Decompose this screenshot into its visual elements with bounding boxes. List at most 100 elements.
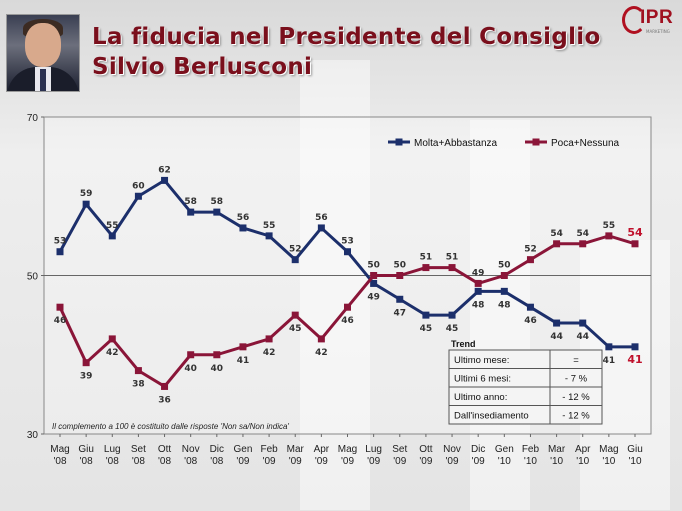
x-tick-label-year: '08	[132, 456, 145, 467]
legend-marker	[532, 138, 540, 146]
trend-row-label: Ultimo anno:	[454, 392, 507, 403]
x-tick-label-month: Mar	[287, 444, 305, 455]
complement-note: Il complemento a 100 è costituito dalle …	[52, 422, 289, 431]
data-point	[553, 240, 561, 248]
data-point	[500, 287, 508, 295]
data-point	[605, 343, 613, 351]
data-point	[631, 240, 639, 248]
y-tick-label: 50	[27, 272, 39, 283]
data-point	[448, 264, 456, 272]
data-point	[265, 232, 273, 240]
x-tick-label-month: Giu	[78, 444, 94, 455]
slide-header: La fiducia nel Presidente del Consiglio …	[0, 0, 682, 100]
data-point	[396, 295, 404, 303]
x-tick-label-year: '09	[472, 456, 485, 467]
data-label: 41	[627, 353, 642, 366]
data-label: 54	[627, 226, 643, 239]
data-label: 42	[106, 348, 119, 358]
x-tick-label-year: '09	[236, 456, 249, 467]
trend-row-value: - 12 %	[562, 411, 590, 422]
data-label: 48	[472, 300, 485, 310]
data-label: 36	[158, 395, 171, 405]
data-label: 60	[132, 181, 145, 191]
legend-label: Molta+Abbastanza	[414, 138, 498, 149]
background-decoration	[300, 60, 370, 510]
data-point	[344, 248, 351, 256]
x-tick-label-month: Mar	[548, 444, 566, 455]
background-decoration	[470, 120, 530, 510]
ipr-logo: IPR MARKETING	[620, 4, 680, 36]
data-point	[187, 351, 195, 359]
x-tick-label-month: Mag	[338, 444, 357, 455]
x-tick-label-month: Mag	[599, 444, 618, 455]
data-point	[291, 256, 299, 264]
data-label: 55	[106, 221, 119, 231]
x-tick-label-month: Lug	[365, 444, 382, 455]
data-point	[239, 343, 247, 351]
data-label: 47	[394, 308, 407, 318]
x-tick-label-month: Set	[131, 444, 146, 455]
trend-title: Trend	[451, 339, 476, 349]
x-tick-label-month: Gen	[495, 444, 514, 455]
x-tick-label-month: Ott	[158, 444, 172, 455]
data-label: 49	[472, 268, 485, 278]
title-line-2: Silvio Berlusconi	[92, 54, 313, 80]
data-label: 53	[341, 237, 354, 247]
y-tick-label: 70	[27, 113, 39, 124]
data-label: 51	[446, 253, 459, 263]
data-point	[82, 359, 90, 367]
data-label: 38	[132, 380, 145, 390]
x-tick-label-year: '09	[446, 456, 459, 467]
data-label: 45	[446, 324, 459, 334]
data-label: 40	[184, 364, 197, 374]
data-point	[448, 311, 456, 319]
trend-row-label: Ultimo mese:	[454, 355, 509, 366]
data-point	[526, 256, 534, 264]
data-point	[108, 232, 116, 240]
data-label: 44	[576, 332, 589, 342]
data-label: 46	[54, 316, 67, 326]
legend-marker	[395, 138, 403, 146]
data-point	[108, 335, 116, 343]
x-tick-label-month: Gen	[234, 444, 253, 455]
trend-row-value: - 7 %	[565, 374, 588, 385]
trend-row-label: Dall'insediamento	[454, 411, 529, 422]
data-label: 58	[184, 197, 197, 207]
data-point	[317, 224, 325, 232]
data-point	[187, 208, 195, 216]
x-tick-label-month: Nov	[182, 444, 200, 455]
data-label: 45	[420, 324, 433, 334]
data-point	[56, 248, 64, 256]
x-tick-label-year: '09	[263, 456, 276, 467]
data-point	[370, 279, 378, 287]
data-label: 59	[80, 189, 93, 199]
x-tick-label-year: '10	[498, 456, 511, 467]
data-point	[213, 208, 221, 216]
portrait-photo	[6, 14, 80, 92]
data-point	[474, 279, 482, 287]
data-label: 41	[603, 356, 616, 366]
x-tick-label-month: Set	[392, 444, 407, 455]
page-title: La fiducia nel Presidente del Consiglio …	[92, 22, 601, 82]
data-point	[82, 200, 90, 208]
data-point	[161, 382, 169, 390]
data-label: 50	[498, 261, 511, 271]
x-tick-label-year: '09	[367, 456, 380, 467]
title-line-1: La fiducia nel Presidente del Consiglio	[92, 24, 601, 50]
x-tick-label-year: '08	[80, 456, 93, 467]
data-point	[344, 303, 351, 311]
data-point	[265, 335, 273, 343]
data-point	[579, 240, 587, 248]
trend-row-label: Ultimi 6 mesi:	[454, 374, 511, 385]
data-label: 42	[263, 348, 276, 358]
data-point	[134, 192, 142, 200]
x-tick-label-year: '08	[184, 456, 197, 467]
x-tick-label-year: '08	[106, 456, 119, 467]
x-tick-label-year: '09	[289, 456, 302, 467]
x-tick-label-month: Ott	[419, 444, 433, 455]
x-tick-label-year: '08	[53, 456, 66, 467]
data-point	[526, 303, 534, 311]
x-tick-label-month: Dic	[210, 444, 224, 455]
data-point	[422, 264, 430, 272]
data-label: 50	[367, 261, 380, 271]
